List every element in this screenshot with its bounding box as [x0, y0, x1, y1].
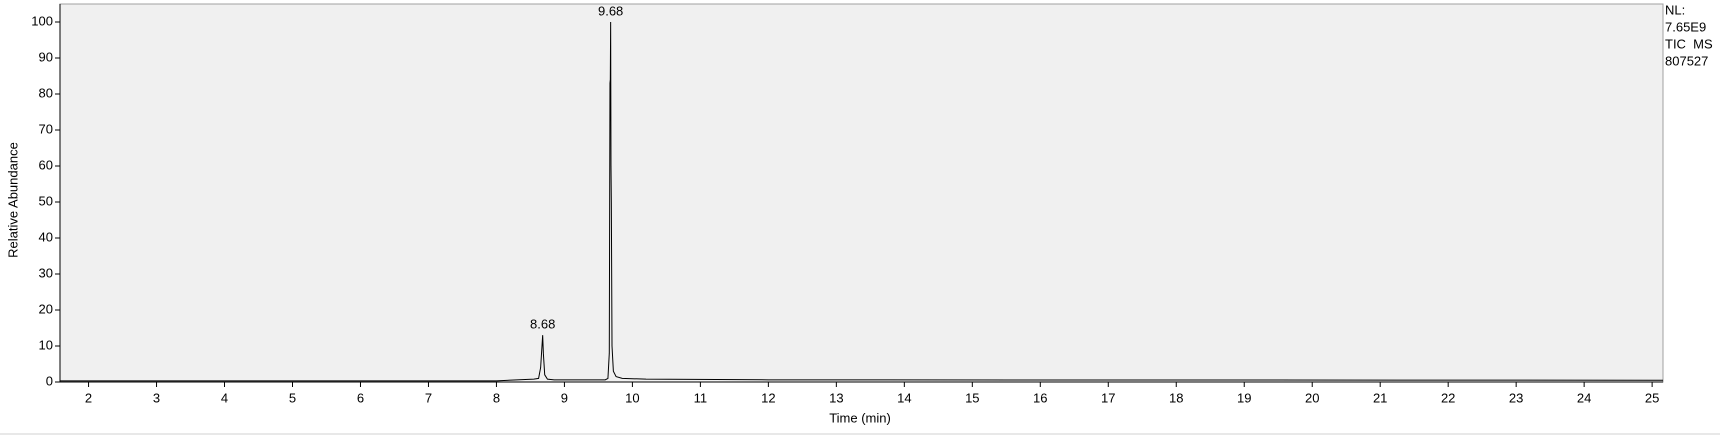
x-tick-label: 15	[965, 390, 979, 405]
y-tick-label: 90	[39, 49, 53, 64]
x-tick-label: 17	[1101, 390, 1115, 405]
x-tick-label: 24	[1577, 390, 1591, 405]
x-tick-label: 18	[1169, 390, 1183, 405]
y-tick-label: 100	[31, 13, 53, 28]
x-tick-label: 21	[1373, 390, 1387, 405]
y-tick-label: 30	[39, 265, 53, 280]
plot-area	[59, 3, 1664, 383]
x-tick-label: 23	[1509, 390, 1523, 405]
y-tick-label: 20	[39, 301, 53, 316]
y-tick-label: 50	[39, 193, 53, 208]
info-text: NL:	[1665, 2, 1685, 17]
x-tick-label: 19	[1237, 390, 1251, 405]
y-tick-label: 80	[39, 85, 53, 100]
x-tick-label: 6	[357, 390, 364, 405]
trace	[60, 21, 1664, 382]
y-tick-label: 60	[39, 157, 53, 172]
y-tick-label: 40	[39, 229, 53, 244]
info-text: 807527	[1665, 53, 1708, 68]
x-tick-label: 5	[289, 390, 296, 405]
x-tick-label: 25	[1645, 390, 1659, 405]
x-tick-label: 7	[425, 390, 432, 405]
x-tick-label: 22	[1441, 390, 1455, 405]
info-text: 7.65E9	[1665, 19, 1706, 34]
y-tick-label: 10	[39, 337, 53, 352]
x-tick-label: 4	[221, 390, 228, 405]
x-tick-label: 3	[153, 390, 160, 405]
y-tick-label: 70	[39, 121, 53, 136]
x-tick-label: 9	[561, 390, 568, 405]
x-tick-label: 16	[1033, 390, 1047, 405]
y-tick-label: 0	[46, 373, 53, 388]
y-axis-label: Relative Abundance	[5, 142, 20, 258]
peak-label: 9.68	[598, 3, 623, 18]
x-tick-label: 13	[829, 390, 843, 405]
peak-label: 8.68	[530, 317, 555, 332]
x-tick-label: 12	[761, 390, 775, 405]
x-tick-label: 2	[85, 390, 92, 405]
x-tick-label: 11	[694, 390, 708, 405]
x-tick-label: 14	[897, 390, 911, 405]
x-axis-label: Time (min)	[829, 410, 891, 425]
x-tick-label: 20	[1305, 390, 1319, 405]
x-tick-label: 8	[493, 390, 500, 405]
x-tick-label: 10	[625, 390, 639, 405]
info-text: TIC MS	[1665, 36, 1713, 51]
